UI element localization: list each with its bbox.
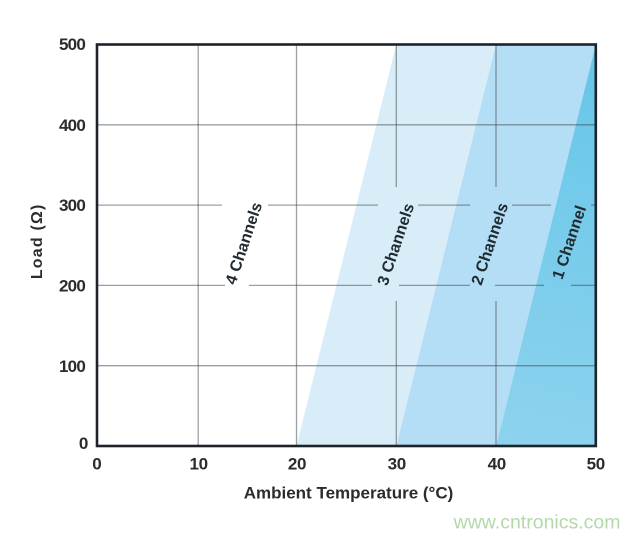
svg-text:30: 30 [388,455,406,474]
svg-text:400: 400 [59,116,85,135]
svg-text:50: 50 [587,455,605,474]
svg-text:0: 0 [92,455,101,474]
svg-text:www.cntronics.com: www.cntronics.com [453,512,621,534]
svg-text:20: 20 [288,455,306,474]
svg-text:100: 100 [59,357,85,376]
svg-text:200: 200 [59,277,85,296]
svg-text:Load (Ω): Load (Ω) [29,203,46,279]
svg-text:500: 500 [59,35,85,54]
svg-text:0: 0 [79,434,88,453]
svg-text:Ambient Temperature (°C): Ambient Temperature (°C) [244,484,454,503]
svg-text:40: 40 [488,455,506,474]
svg-text:300: 300 [59,196,85,215]
svg-text:10: 10 [189,455,207,474]
